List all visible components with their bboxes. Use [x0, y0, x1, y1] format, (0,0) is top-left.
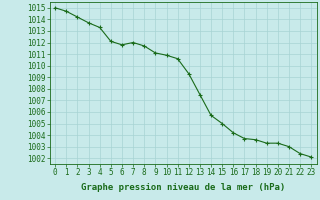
- X-axis label: Graphe pression niveau de la mer (hPa): Graphe pression niveau de la mer (hPa): [81, 183, 285, 192]
